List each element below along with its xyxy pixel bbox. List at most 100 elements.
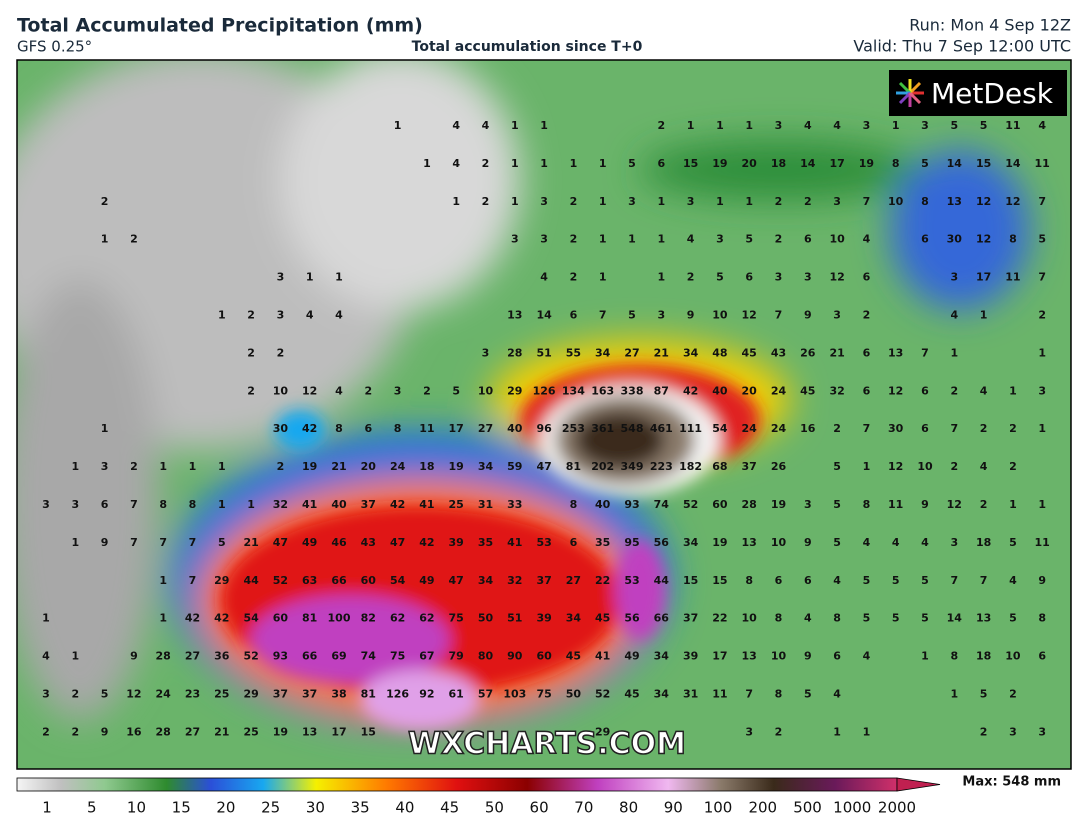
- grid-value: 1: [1009, 498, 1017, 511]
- grid-value: 17: [331, 725, 346, 738]
- grid-value: 8: [950, 650, 958, 663]
- grid-value: 8: [745, 574, 753, 587]
- grid-value: 1: [745, 195, 753, 208]
- grid-value: 41: [595, 650, 610, 663]
- grid-value: 134: [562, 384, 585, 397]
- grid-value: 4: [980, 460, 988, 473]
- grid-value: 5: [101, 688, 109, 701]
- grid-value: 41: [302, 498, 317, 511]
- grid-value: 9: [687, 309, 695, 322]
- grid-value: 1: [540, 119, 548, 132]
- grid-value: 1: [159, 574, 167, 587]
- grid-value: 1: [423, 157, 431, 170]
- grid-value: 2: [130, 460, 138, 473]
- grid-value: 4: [892, 536, 900, 549]
- grid-value: 2: [482, 157, 490, 170]
- logo-text: MetDesk: [931, 77, 1054, 110]
- grid-value: 5: [980, 688, 988, 701]
- grid-value: 1: [452, 195, 460, 208]
- grid-value: 60: [712, 498, 728, 511]
- grid-value: 5: [892, 612, 900, 625]
- grid-value: 37: [742, 460, 757, 473]
- grid-value: 28: [742, 498, 757, 511]
- grid-value: 12: [888, 460, 903, 473]
- grid-value: 3: [804, 498, 812, 511]
- grid-value: 5: [745, 233, 753, 246]
- grid-value: 17: [712, 650, 727, 663]
- grid-value: 74: [654, 498, 670, 511]
- grid-value: 223: [650, 460, 673, 473]
- grid-value: 9: [804, 309, 812, 322]
- grid-value: 44: [654, 574, 670, 587]
- grid-value: 10: [742, 612, 758, 625]
- grid-value: 14: [947, 612, 963, 625]
- grid-value: 19: [712, 157, 727, 170]
- grid-value: 37: [273, 688, 288, 701]
- grid-value: 53: [536, 536, 551, 549]
- grid-value: 3: [277, 271, 285, 284]
- grid-value: 74: [361, 650, 377, 663]
- grid-value: 7: [159, 536, 167, 549]
- grid-value: 4: [863, 536, 871, 549]
- grid-value: 1: [1038, 422, 1046, 435]
- grid-value: 4: [833, 574, 841, 587]
- grid-value: 9: [921, 498, 929, 511]
- grid-value: 4: [921, 536, 929, 549]
- grid-value: 10: [917, 460, 933, 473]
- grid-value: 1: [511, 157, 519, 170]
- grid-value: 36: [214, 650, 230, 663]
- grid-value: 5: [833, 498, 841, 511]
- grid-value: 20: [742, 157, 758, 170]
- grid-value: 40: [507, 422, 523, 435]
- grid-value: 79: [449, 650, 464, 663]
- grid-value: 8: [570, 498, 578, 511]
- grid-value: 12: [888, 384, 903, 397]
- grid-value: 1: [657, 195, 665, 208]
- grid-value: 15: [712, 574, 727, 587]
- grid-value: 1: [218, 460, 226, 473]
- grid-value: 4: [804, 612, 812, 625]
- grid-value: 1: [335, 271, 343, 284]
- grid-value: 13: [976, 612, 991, 625]
- grid-value: 5: [628, 157, 636, 170]
- grid-value: 6: [570, 309, 578, 322]
- grid-value: 40: [331, 498, 347, 511]
- grid-value: 29: [595, 725, 610, 738]
- grid-value: 13: [302, 725, 317, 738]
- grid-value: 20: [361, 460, 377, 473]
- colorbar-label: 45: [440, 799, 459, 817]
- grid-value: 1: [599, 157, 607, 170]
- grid-value: 60: [273, 612, 289, 625]
- grid-value: 14: [800, 157, 816, 170]
- grid-value: 10: [771, 536, 787, 549]
- grid-value: 1: [950, 688, 958, 701]
- grid-value: 29: [214, 574, 229, 587]
- max-label: Max: 548 mm: [962, 775, 1061, 790]
- grid-value: 25: [449, 498, 464, 511]
- grid-value: 2: [364, 384, 372, 397]
- grid-value: 8: [775, 688, 783, 701]
- grid-value: 3: [804, 271, 812, 284]
- grid-value: 14: [947, 157, 963, 170]
- grid-value: 1: [570, 157, 578, 170]
- grid-value: 16: [800, 422, 816, 435]
- grid-value: 34: [478, 460, 494, 473]
- colorbar-label: 2000: [878, 799, 916, 817]
- grid-value: 6: [921, 422, 929, 435]
- grid-value: 548: [621, 422, 644, 435]
- grid-value: 39: [449, 536, 464, 549]
- grid-value: 338: [621, 384, 644, 397]
- grid-value: 1: [540, 157, 548, 170]
- grid-value: 2: [42, 725, 50, 738]
- grid-value: 44: [243, 574, 259, 587]
- grid-value: 12: [976, 195, 991, 208]
- grid-value: 31: [478, 498, 493, 511]
- grid-value: 5: [921, 157, 929, 170]
- grid-value: 7: [599, 309, 607, 322]
- grid-value: 1: [716, 119, 724, 132]
- grid-value: 11: [888, 498, 903, 511]
- grid-value: 1: [218, 498, 226, 511]
- grid-value: 100: [328, 612, 351, 625]
- grid-value: 8: [833, 612, 841, 625]
- grid-value: 22: [712, 612, 727, 625]
